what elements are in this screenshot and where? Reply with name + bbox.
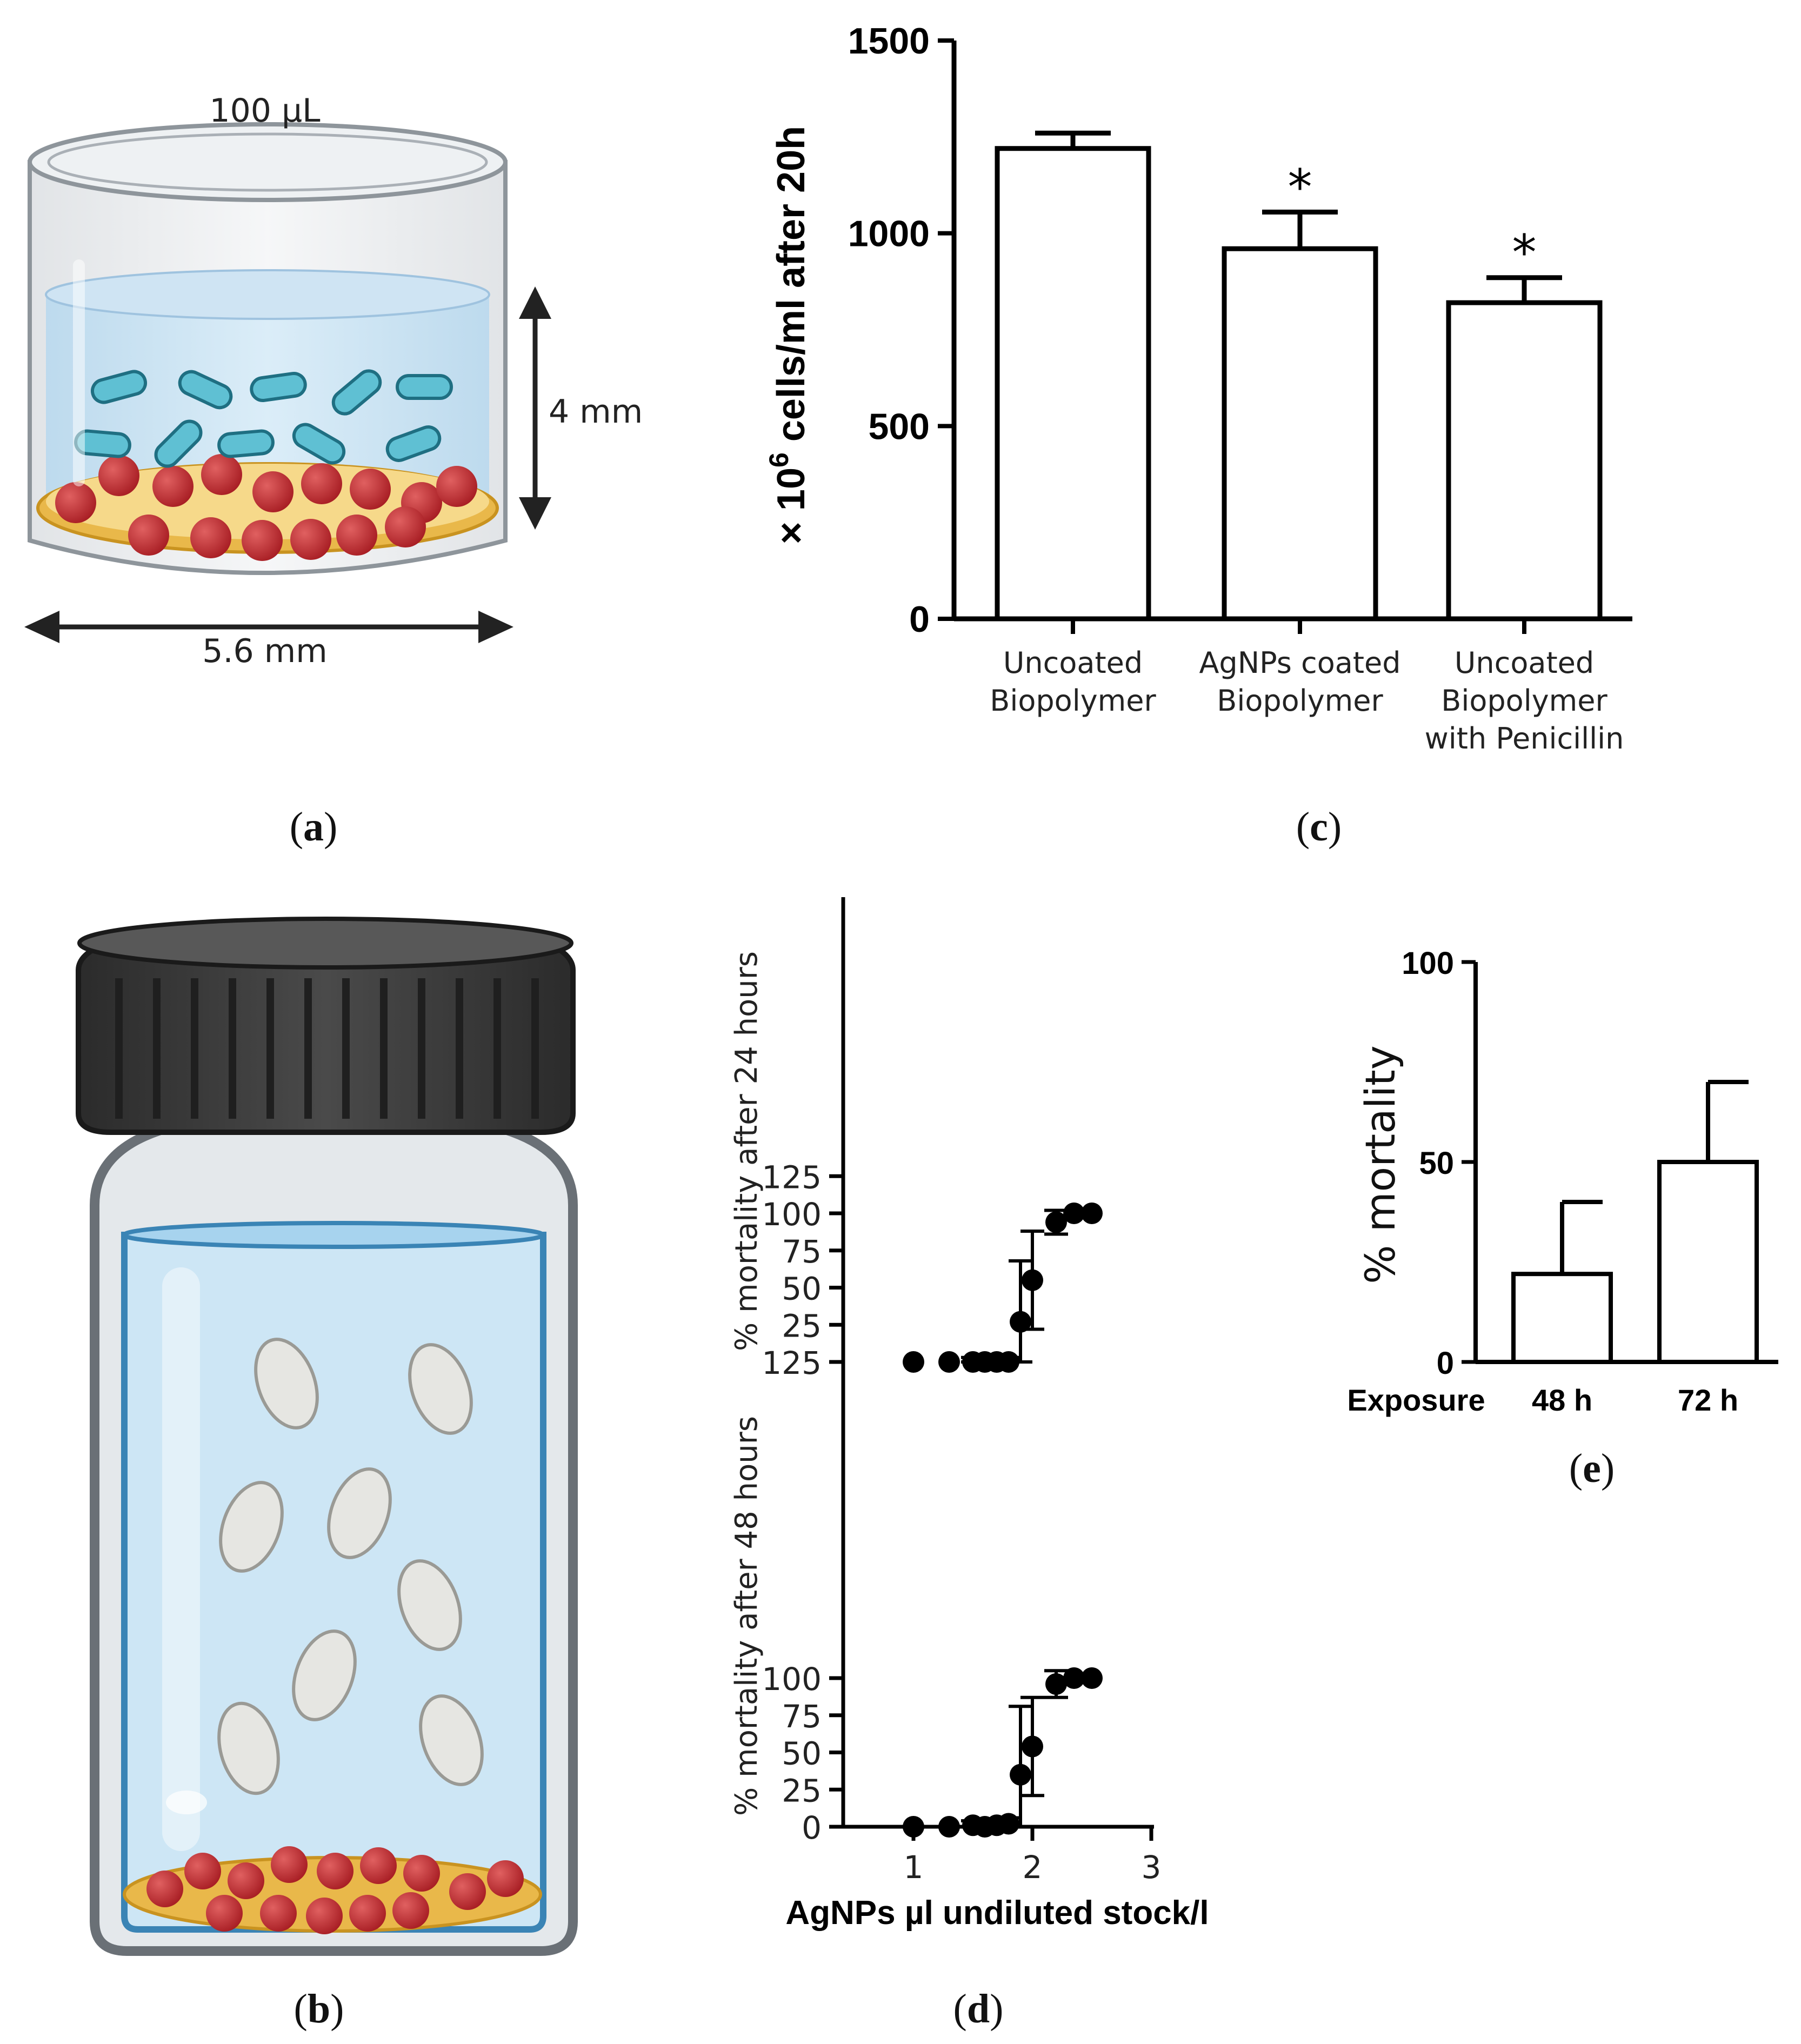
caption-a: (a) — [290, 804, 338, 850]
x-axis-label: AgNPs µl undiluted stock/l — [785, 1894, 1209, 1932]
beads-b — [146, 1846, 524, 1934]
data-point — [1045, 1211, 1067, 1233]
significance-marker: * — [1288, 159, 1312, 216]
chart-e: 0 50 100 % mortality 48 h 72 h Exposure — [1347, 946, 1778, 1417]
x-tick-label: 1 — [904, 1849, 924, 1886]
y-tick-label: 1500 — [848, 21, 930, 62]
y-tick-label: 0 — [909, 599, 930, 640]
daphnia — [217, 1338, 484, 1795]
y-tick-label: 1000 — [848, 213, 930, 255]
volume-label: 100 µL — [209, 92, 321, 130]
caption-b: (b) — [294, 1986, 344, 2032]
data-point — [1022, 1269, 1043, 1291]
x-tick-label: 2 — [1023, 1849, 1043, 1886]
y-tick-label: 25 — [782, 1307, 822, 1344]
data-point — [938, 1351, 960, 1373]
chart-c: 0 500 1000 1500 × 106 cells/ml after 20h Unco… — [764, 21, 1632, 756]
bar — [995, 146, 1151, 622]
y-tick-label: 50 — [782, 1735, 822, 1772]
data-point — [1010, 1311, 1031, 1333]
data-point — [1045, 1673, 1067, 1695]
panel-b-illustration — [76, 917, 578, 1956]
x-tick-label: Biopolymer — [1217, 684, 1383, 718]
x-tick-label: 72 h — [1678, 1383, 1738, 1417]
width-arrow — [24, 611, 513, 643]
x-tick-label: with Penicillin — [1425, 722, 1624, 756]
x-axis-title: Exposure — [1347, 1383, 1485, 1417]
y-tick-label: 50 — [1419, 1146, 1454, 1181]
caption-c: (c) — [1296, 804, 1342, 850]
x-tick-label: Uncoated — [1003, 646, 1143, 680]
bacteria — [74, 369, 453, 468]
significance-marker: * — [1512, 225, 1537, 282]
y-axis-label: % mortality — [1356, 1045, 1404, 1284]
height-arrow — [519, 286, 551, 530]
x-tick-label: Uncoated — [1455, 646, 1594, 680]
bar — [1446, 300, 1603, 622]
x-tick-label: AgNPs coated — [1199, 646, 1400, 680]
bar — [1511, 1272, 1613, 1364]
y-tick-label: 50 — [782, 1271, 822, 1307]
height-label: 4 mm — [549, 393, 643, 431]
y-tick-label: 75 — [782, 1698, 822, 1735]
x-tick-label: Biopolymer — [990, 684, 1156, 718]
y-tick-label: 125 — [762, 1159, 822, 1195]
caption-d: (d) — [953, 1986, 1004, 2032]
caption-e: (e) — [1569, 1446, 1615, 1491]
y-tick-label: 100 — [762, 1661, 822, 1698]
x-tick-label: 3 — [1142, 1849, 1162, 1886]
data-point — [1063, 1667, 1085, 1689]
panel-a-illustration: 100 µL 4 mm 5.6 mm — [24, 92, 643, 670]
y-tick-label: 125 — [762, 1345, 822, 1381]
y-tick-label: 500 — [869, 406, 930, 447]
data-point — [1081, 1667, 1103, 1689]
data-point — [938, 1816, 960, 1838]
y-tick-label: 0 — [802, 1809, 822, 1846]
data-point — [1022, 1735, 1043, 1758]
x-tick-label: 48 h — [1532, 1383, 1592, 1417]
y-tick-label: 100 — [762, 1196, 822, 1233]
data-point — [1081, 1203, 1103, 1224]
data-point — [1063, 1203, 1085, 1224]
y-axis-label: × 106 cells/ml after 20h — [764, 126, 813, 544]
data-point — [903, 1351, 924, 1373]
bar — [1222, 246, 1378, 622]
y-axis-label: % mortality after 24 hours — [729, 951, 764, 1351]
y-tick-label: 75 — [782, 1233, 822, 1270]
data-point — [998, 1813, 1019, 1835]
y-tick-label: 25 — [782, 1772, 822, 1809]
beads-a — [55, 454, 477, 561]
y-tick-label: 100 — [1402, 946, 1454, 981]
y-tick-label: 0 — [1437, 1346, 1454, 1381]
data-point — [1010, 1764, 1031, 1786]
width-label: 5.6 mm — [202, 632, 327, 670]
bar — [1657, 1160, 1759, 1364]
y-axis-label: % mortality after 48 hours — [729, 1416, 764, 1816]
x-tick-label: Biopolymer — [1441, 684, 1607, 718]
